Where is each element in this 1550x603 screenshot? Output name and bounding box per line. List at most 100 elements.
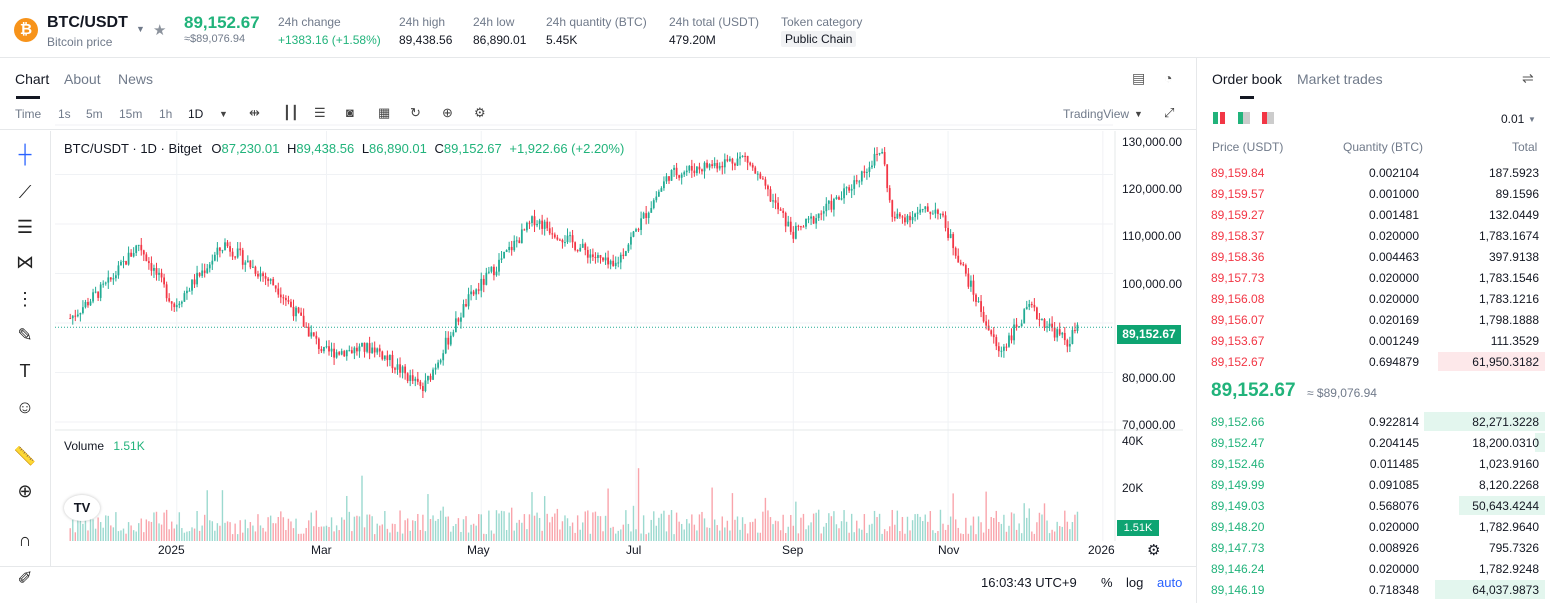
favorite-star-icon[interactable]: ★ — [153, 22, 167, 39]
ask-qty: 0.020169 — [1368, 313, 1419, 327]
add-icon[interactable]: ⊕ — [442, 105, 453, 120]
clock-time[interactable]: 16:03:43 UTC+9 — [981, 575, 1077, 590]
lock-drawing-icon[interactable]: ✐ — [17, 568, 33, 588]
indicators-icon[interactable]: ☰ — [314, 105, 326, 120]
price-chart[interactable] — [0, 0, 1196, 603]
volume-bar — [569, 526, 571, 541]
fib-lines-icon[interactable]: ☰ — [16, 217, 34, 237]
chart-legend: BTC/USDT · 1D · Bitget O87,230.01 H89,43… — [64, 141, 624, 156]
tab-about[interactable]: About — [64, 71, 101, 87]
tradingview-toggle[interactable]: TradingView — [1063, 107, 1130, 121]
candle-body — [805, 218, 807, 227]
volume-bar — [447, 516, 449, 541]
filter-settings-icon[interactable]: ⇌ — [1522, 70, 1534, 86]
zoom-in-icon[interactable]: ⊕ — [17, 481, 33, 501]
ruler-icon[interactable]: 📏 — [13, 446, 37, 466]
stat-value-total: 479.20M — [669, 33, 716, 47]
bid-row[interactable]: 89,146.24 0.020000 1,782.9248 — [1200, 558, 1545, 579]
ask-row[interactable]: 89,156.07 0.020169 1,798.1888 — [1200, 309, 1545, 330]
pair-dropdown-icon[interactable]: ▼ — [136, 24, 145, 34]
view-both-icon[interactable] — [1213, 112, 1225, 124]
auto-toggle[interactable]: auto — [1157, 575, 1183, 590]
ask-row[interactable]: 89,158.36 0.004463 397.9138 — [1200, 246, 1545, 267]
view-bids-icon[interactable] — [1238, 112, 1250, 124]
bid-row[interactable]: 89,152.46 0.011485 1,023.9160 — [1200, 453, 1545, 474]
interval-1d[interactable]: 1D — [188, 107, 204, 121]
bid-row[interactable]: 89,146.19 0.718348 64,037.9873 — [1200, 579, 1545, 600]
candle-body — [320, 349, 323, 352]
candle-body — [79, 312, 82, 315]
tab-market-trades[interactable]: Market trades — [1297, 71, 1383, 87]
volume-bar — [769, 517, 772, 541]
text-tool-icon[interactable]: T — [19, 361, 31, 381]
alert-bell-icon[interactable]: ◔ — [1164, 70, 1173, 86]
candle-body — [211, 260, 214, 265]
candle-body — [718, 165, 721, 169]
ask-row[interactable]: 89,159.84 0.002104 187.5923 — [1200, 162, 1545, 183]
settings-gear-icon[interactable]: ⚙ — [474, 105, 486, 120]
tab-news[interactable]: News — [118, 71, 154, 87]
compare-icon[interactable]: ⇹ — [249, 105, 260, 120]
bid-row[interactable]: 89,149.99 0.091085 8,120.2268 — [1200, 474, 1545, 495]
notes-icon[interactable]: ▤ — [1132, 70, 1146, 86]
order-book-panel — [1196, 58, 1550, 603]
brush-icon[interactable]: ✎ — [17, 325, 33, 345]
bid-row[interactable]: 89,149.03 0.568076 50,643.4244 — [1200, 495, 1545, 516]
candle-body — [896, 213, 899, 219]
stat-value-change: +1383.16 (+1.58%) — [278, 33, 381, 47]
percent-toggle[interactable]: % — [1101, 575, 1113, 590]
candle-body — [995, 337, 998, 347]
magnet-icon[interactable]: ∩ — [18, 530, 32, 550]
interval-1h[interactable]: 1h — [159, 107, 173, 121]
crosshair-icon[interactable]: ┼ — [18, 144, 32, 164]
bid-row[interactable]: 89,152.47 0.204145 18,200.0310 — [1200, 432, 1545, 453]
ask-row[interactable]: 89,153.67 0.001249 111.3529 — [1200, 330, 1545, 351]
bid-total: 82,271.3228 — [1472, 415, 1539, 429]
bid-row[interactable]: 89,147.73 0.008926 795.7326 — [1200, 537, 1545, 558]
volume-bar — [1041, 514, 1043, 541]
volume-bar — [495, 510, 498, 541]
tradingview-logo[interactable]: TV — [64, 495, 100, 521]
calendar-icon[interactable]: ▦ — [378, 105, 391, 120]
tab-order-book[interactable]: Order book — [1212, 71, 1283, 87]
volume-bar — [929, 511, 932, 541]
log-toggle[interactable]: log — [1126, 575, 1144, 590]
bid-row[interactable]: 89,148.20 0.020000 1,782.9640 — [1200, 516, 1545, 537]
fullscreen-icon[interactable]: ⤢ — [1164, 105, 1175, 120]
forecast-icon[interactable]: ⋮ — [16, 289, 34, 309]
pair-name[interactable]: BTC/USDT — [47, 14, 128, 31]
interval-time[interactable]: Time — [15, 107, 42, 121]
ask-row[interactable]: 89,159.57 0.001000 89.1596 — [1200, 183, 1545, 204]
pattern-icon[interactable]: ⋈ — [16, 252, 34, 272]
ask-row[interactable]: 89,157.73 0.020000 1,783.1546 — [1200, 267, 1545, 288]
ask-price: 89,156.07 — [1211, 313, 1265, 327]
tab-chart[interactable]: Chart — [15, 71, 50, 87]
volume-bar — [203, 514, 206, 541]
camera-icon[interactable]: ◙ — [346, 105, 354, 120]
volume-bar — [752, 521, 754, 541]
source-dropdown-icon[interactable]: ▼ — [1134, 109, 1143, 119]
refresh-icon[interactable]: ↻ — [410, 105, 421, 120]
candle-body — [637, 229, 640, 231]
ask-row[interactable]: 89,159.27 0.001481 132.0449 — [1200, 204, 1545, 225]
ask-row[interactable]: 89,152.67 0.694879 61,950.3182 — [1200, 351, 1545, 372]
bid-qty: 0.008926 — [1368, 541, 1419, 555]
precision-select[interactable]: 0.01 — [1501, 112, 1525, 126]
candles-icon[interactable]: ┃┃ — [283, 105, 299, 120]
emoji-icon[interactable]: ☺ — [15, 397, 35, 417]
trendline-icon[interactable]: ⟋ — [18, 182, 32, 202]
chart-settings-icon[interactable]: ⚙ — [1147, 542, 1161, 559]
interval-1s[interactable]: 1s — [58, 107, 71, 121]
ob-header-total: Total — [1512, 140, 1538, 154]
volume-bar — [975, 534, 977, 541]
precision-dropdown-icon[interactable]: ▼ — [1528, 115, 1536, 124]
interval-15m[interactable]: 15m — [119, 107, 143, 121]
ask-row[interactable]: 89,158.37 0.020000 1,783.1674 — [1200, 225, 1545, 246]
view-asks-icon[interactable] — [1262, 112, 1274, 124]
ask-row[interactable]: 89,156.08 0.020000 1,783.1216 — [1200, 288, 1545, 309]
candle-body — [82, 307, 84, 313]
interval-dropdown-icon[interactable]: ▼ — [219, 109, 228, 119]
interval-5m[interactable]: 5m — [86, 107, 103, 121]
ticker-header: ₿ BTC/USDT Bitcoin price ▼ ★ 89,152.67 ≈… — [0, 0, 1550, 58]
bid-row[interactable]: 89,152.66 0.922814 82,271.3228 — [1200, 411, 1545, 432]
